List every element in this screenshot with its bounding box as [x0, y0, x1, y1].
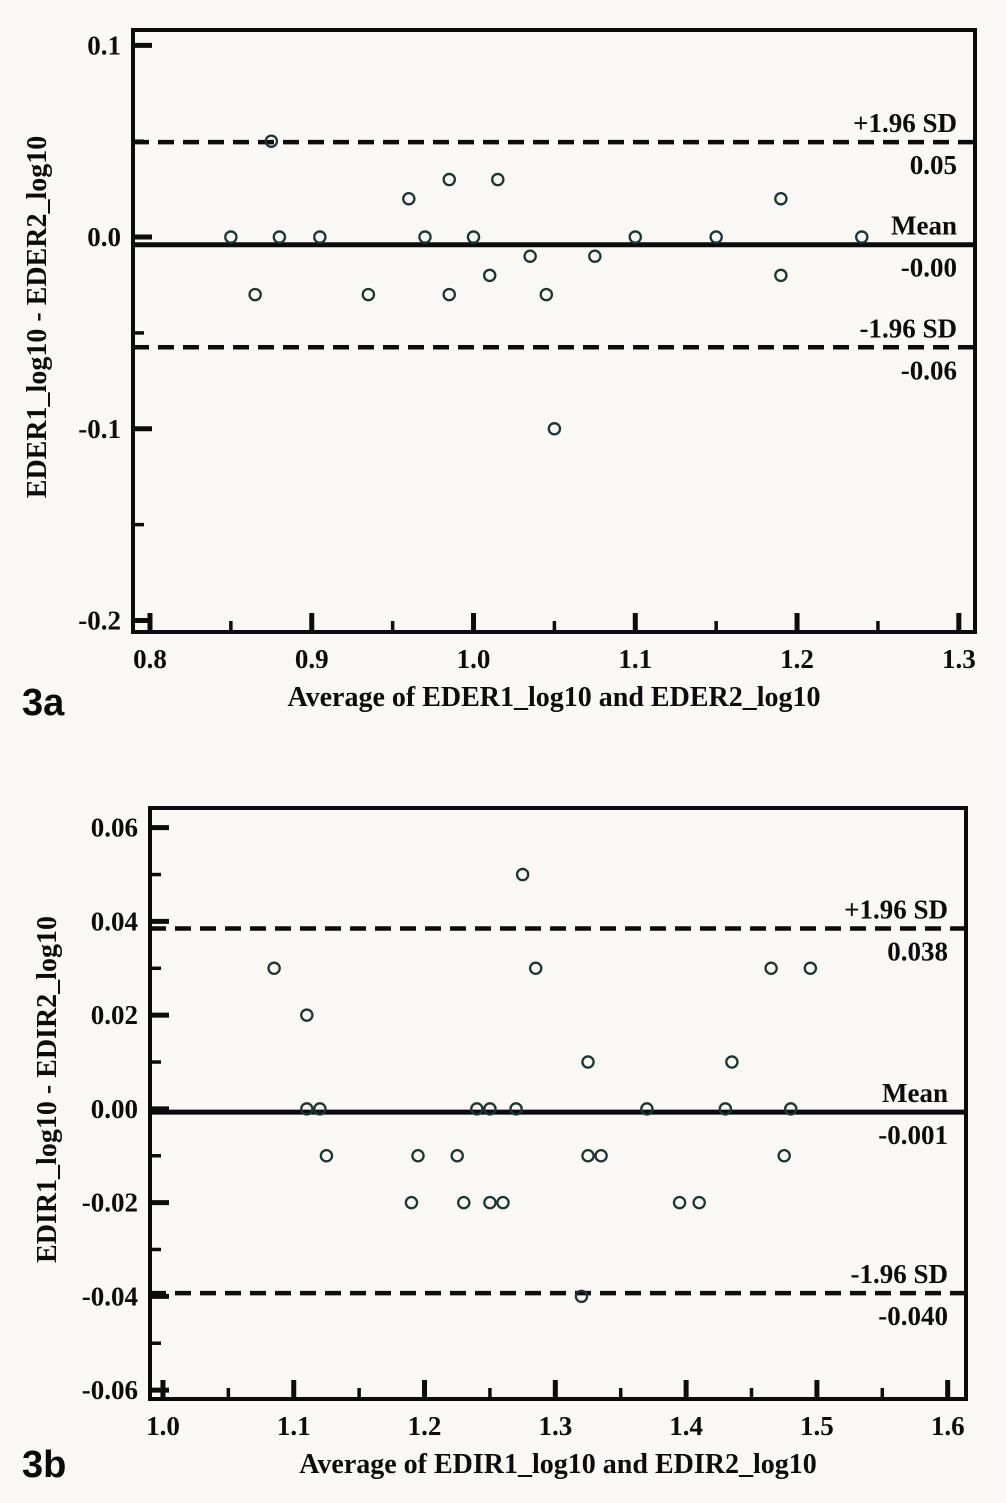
- sd-line-value: 0.038: [887, 936, 948, 966]
- data-point: [411, 1149, 425, 1163]
- y-tick-label: -0.04: [82, 1281, 138, 1311]
- data-point: [774, 268, 788, 283]
- data-point: [450, 1149, 464, 1163]
- data-point: [300, 1102, 314, 1116]
- data-point: [509, 1102, 523, 1116]
- x-tick-label: 0.8: [133, 644, 167, 674]
- data-point: [361, 287, 376, 302]
- figure-label-3a: 3a: [22, 682, 65, 724]
- data-point: [594, 1149, 608, 1163]
- x-tick-label: 1.2: [780, 644, 814, 674]
- plot-frame: [148, 806, 968, 1401]
- data-point: [574, 1289, 589, 1304]
- data-point: [402, 191, 416, 206]
- data-point: [774, 191, 788, 206]
- plot-frame: [131, 28, 977, 634]
- data-point: [855, 230, 869, 244]
- sd-line-label: -1.96 SD: [859, 313, 957, 343]
- y-tick-label: 0.0: [87, 222, 121, 252]
- mean-line-value: -0.001: [878, 1120, 948, 1150]
- data-point: [319, 1149, 334, 1163]
- data-point: [470, 1102, 484, 1116]
- data-point: [725, 1055, 739, 1069]
- figure-label-3b: 3b: [22, 1444, 67, 1486]
- x-tick-label: 1.0: [146, 1411, 180, 1441]
- data-point: [404, 1195, 419, 1210]
- y-tick-label: 0.06: [91, 813, 138, 843]
- x-tick-label: 1.1: [618, 644, 652, 674]
- data-point: [313, 1102, 327, 1116]
- data-point: [547, 422, 562, 436]
- y-axis-title: EDIR1_log10 - EDIR2_log10: [32, 916, 63, 1263]
- data-point: [783, 1102, 798, 1116]
- x-axis-title: Average of EDER1_log10 and EDER2_log10: [287, 682, 820, 713]
- data-point: [539, 287, 554, 302]
- x-tick-label: 1.6: [931, 1411, 965, 1441]
- sd-line-label: +1.96 SD: [853, 108, 957, 138]
- data-point: [628, 230, 643, 244]
- sd-line-label: -1.96 SD: [850, 1259, 948, 1289]
- data-point: [272, 230, 287, 244]
- mean-line-value: -0.00: [901, 253, 957, 283]
- data-point: [457, 1195, 471, 1210]
- data-point: [581, 1149, 595, 1163]
- y-tick-label: 0.00: [91, 1094, 138, 1124]
- data-point: [709, 230, 723, 244]
- data-point: [581, 1055, 595, 1069]
- y-tick-label: 0.1: [87, 30, 121, 60]
- y-tick-label: -0.06: [82, 1375, 138, 1405]
- data-point: [442, 172, 457, 187]
- data-point: [523, 249, 537, 263]
- y-tick-label: 0.02: [91, 1000, 138, 1030]
- data-point: [483, 1195, 497, 1210]
- data-point: [692, 1195, 706, 1210]
- y-tick-label: 0.04: [91, 906, 138, 936]
- data-point: [483, 1102, 497, 1116]
- sd-line-label: +1.96 SD: [844, 894, 948, 924]
- data-point: [442, 287, 457, 302]
- mean-line-label: Mean: [891, 211, 957, 241]
- data-point: [466, 230, 481, 244]
- data-point: [491, 172, 505, 187]
- x-tick-label: 1.0: [457, 644, 491, 674]
- data-point: [803, 961, 818, 976]
- data-point: [640, 1102, 654, 1116]
- data-point: [528, 961, 543, 976]
- sd-line-value: -0.06: [901, 355, 957, 385]
- mean-line-label: Mean: [882, 1078, 948, 1108]
- bland-altman-plot-3b: 1.0 1.1 1.2 1.3 1.4 1.5 1.6 0.06 0.04 0.02 0.00 -0.…: [32, 806, 968, 1480]
- data-point: [672, 1195, 687, 1210]
- data-point: [777, 1149, 791, 1163]
- data-point: [482, 268, 497, 283]
- x-axis-title: Average of EDIR1_log10 and EDIR2_log10: [299, 1449, 816, 1480]
- data-point: [588, 249, 602, 263]
- sd-line-value: 0.05: [910, 150, 957, 180]
- data-point: [496, 1195, 510, 1210]
- x-tick-label: 1.3: [538, 1411, 572, 1441]
- x-tick-label: 0.9: [295, 644, 329, 674]
- data-point: [224, 230, 238, 244]
- x-tick-label: 1.1: [277, 1411, 311, 1441]
- bland-altman-plot-3a: 0.8 0.9 1.0 1.1 1.2 1.3 0.1 0.0 -0.1 -0.2 +1.96 SD…: [22, 28, 977, 713]
- x-tick-label: 1.3: [942, 644, 976, 674]
- data-point: [264, 134, 279, 148]
- data-point: [267, 961, 281, 976]
- data-point: [764, 961, 778, 976]
- x-tick-label: 1.5: [800, 1411, 834, 1441]
- data-point: [248, 287, 262, 302]
- data-point: [515, 867, 530, 882]
- data-point: [300, 1008, 314, 1022]
- x-tick-label: 1.4: [669, 1411, 703, 1441]
- y-tick-label: -0.02: [82, 1188, 138, 1218]
- data-point: [418, 230, 432, 244]
- y-tick-label: -0.2: [78, 605, 121, 635]
- sd-line-value: -0.040: [878, 1301, 948, 1331]
- y-tick-label: -0.1: [78, 414, 121, 444]
- data-point: [718, 1102, 733, 1116]
- x-tick-label: 1.2: [408, 1411, 442, 1441]
- y-axis-title: EDER1_log10 - EDER2_log10: [22, 136, 53, 498]
- data-point: [313, 230, 327, 244]
